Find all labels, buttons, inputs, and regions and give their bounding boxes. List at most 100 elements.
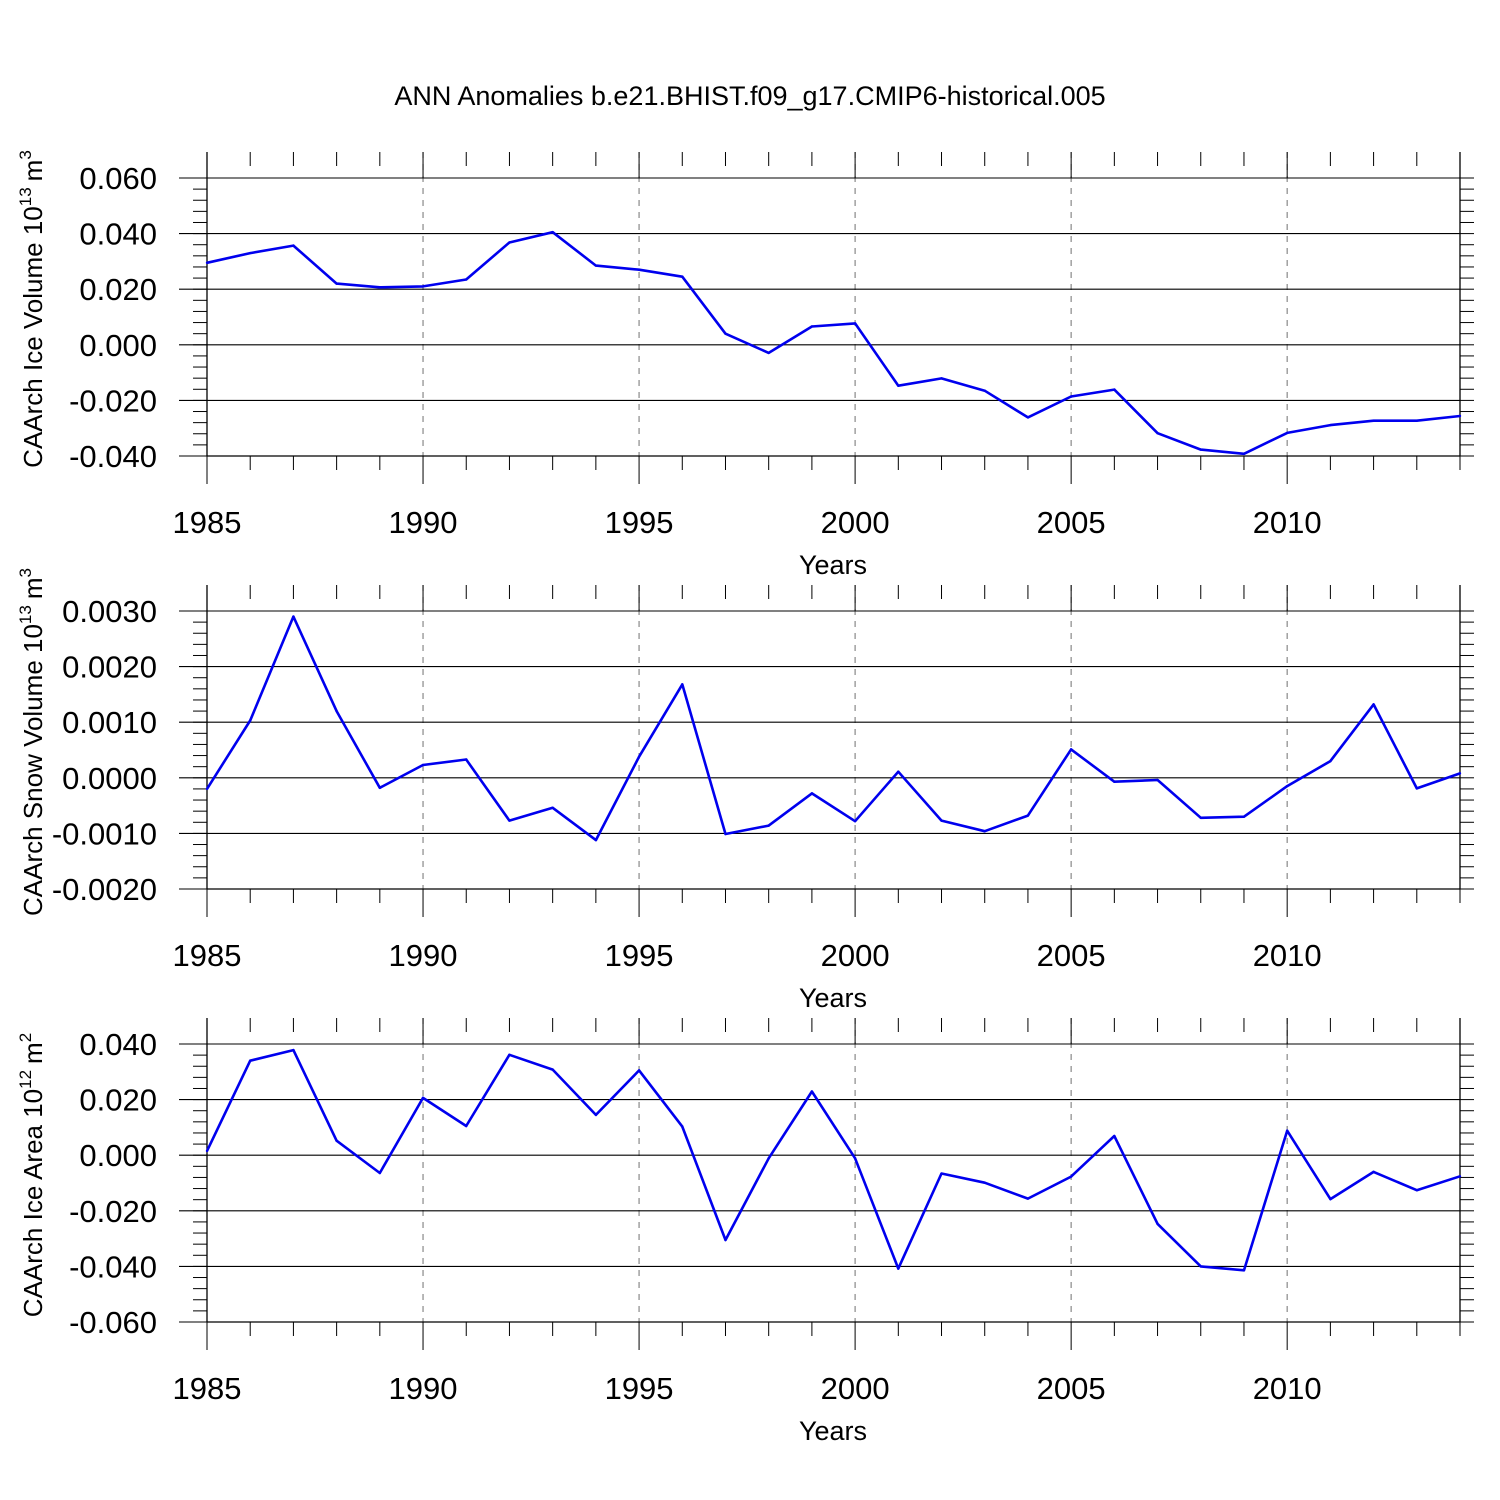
data-point <box>1113 388 1116 391</box>
y-tick-label: -0.040 <box>69 1249 157 1284</box>
data-point <box>205 1149 209 1153</box>
y-tick-label: 0.000 <box>79 1138 157 1173</box>
x-tick-label: 2010 <box>1253 1371 1322 1406</box>
y-tick-label: 0.040 <box>79 1027 157 1062</box>
data-point <box>681 275 684 278</box>
data-point <box>1113 780 1116 783</box>
x-tick-label: 1995 <box>605 938 674 973</box>
data-point <box>1069 748 1073 751</box>
data-point <box>810 1090 814 1093</box>
x-tick-label: 1990 <box>389 1371 458 1406</box>
x-tick-label: 1985 <box>173 1371 242 1406</box>
chart-panel-1: 0.060 0.040 0.020 0.000 -0.020 -0.040 1985 1990… <box>16 150 1474 580</box>
data-point <box>1285 1129 1289 1132</box>
data-point <box>421 285 425 288</box>
data-point <box>983 1181 986 1184</box>
data-point <box>1026 1197 1030 1200</box>
data-point <box>292 615 295 618</box>
x-tick-label: 1985 <box>173 938 242 973</box>
y-axis-title-unit: m <box>18 1042 48 1064</box>
series-line <box>205 1048 1461 1272</box>
data-point <box>940 819 943 822</box>
data-point <box>1242 815 1246 818</box>
data-point <box>1026 416 1030 419</box>
data-point <box>1242 1269 1246 1272</box>
y-axis-title-unit-exponent: 2 <box>16 1033 35 1042</box>
data-point <box>1156 778 1159 782</box>
data-point <box>724 832 727 836</box>
data-point <box>292 244 295 247</box>
y-tick-label: -0.020 <box>69 1194 157 1229</box>
data-point <box>594 1113 598 1117</box>
y-tick-label: 0.020 <box>79 1083 157 1118</box>
y-axis-title-main: CAArch Snow Volume 10 <box>18 624 48 916</box>
data-point <box>1329 423 1332 427</box>
data-point <box>897 384 900 387</box>
x-tick-label: 1990 <box>389 505 458 540</box>
data-point <box>1242 452 1246 455</box>
figure-title: ANN Anomalies b.e21.BHIST.f09_g17.CMIP6-… <box>394 81 1105 111</box>
data-point <box>724 332 727 335</box>
y-axis-title-unit-exponent: 3 <box>16 150 35 159</box>
x-axis-title: Years <box>799 1416 867 1446</box>
data-point <box>249 1059 252 1062</box>
y-tick-label: -0.060 <box>69 1305 157 1340</box>
data-point <box>1415 787 1418 790</box>
data-point <box>594 264 598 267</box>
data-point <box>249 251 252 255</box>
data-point <box>853 322 857 325</box>
data-point <box>205 787 209 791</box>
y-tick-label: 0.0000 <box>62 761 157 796</box>
y-axis-title-unit: m <box>18 577 48 599</box>
data-point <box>1372 419 1375 422</box>
data-point <box>594 838 598 842</box>
data-point <box>1458 772 1462 775</box>
data-point <box>681 683 684 686</box>
data-point <box>1329 1197 1332 1201</box>
x-tick-label: 2005 <box>1037 938 1106 973</box>
y-tick-label: 0.0010 <box>62 705 157 740</box>
x-tick-label: 1990 <box>389 938 458 973</box>
data-point <box>767 351 770 355</box>
data-point <box>983 829 986 833</box>
data-point <box>1458 1175 1462 1178</box>
data-point <box>335 282 338 285</box>
x-tick-label: 2000 <box>821 938 890 973</box>
y-tick-label: 0.060 <box>79 161 157 196</box>
data-point <box>1458 414 1462 418</box>
y-tick-label: -0.0020 <box>52 872 157 907</box>
data-point <box>378 1171 382 1175</box>
y-tick-label: -0.040 <box>69 439 157 474</box>
data-point <box>637 755 641 758</box>
data-point <box>1415 1189 1418 1192</box>
data-point <box>1156 1222 1159 1226</box>
data-point <box>681 1125 684 1128</box>
x-tick-label: 2000 <box>821 505 890 540</box>
y-axis-title-main: CAArch Ice Volume 10 <box>18 206 48 468</box>
data-point <box>1415 419 1418 422</box>
data-point <box>1199 1265 1202 1268</box>
data-point <box>465 758 468 761</box>
data-point <box>637 268 641 271</box>
data-point <box>378 286 382 289</box>
y-axis-title-unit-exponent: 3 <box>16 568 35 577</box>
data-point <box>335 709 338 713</box>
data-point <box>292 1048 295 1052</box>
data-point <box>767 824 770 827</box>
y-axis-title-main: CAArch Ice Area 10 <box>18 1089 48 1317</box>
y-tick-label: 0.020 <box>79 272 157 307</box>
data-point <box>508 819 511 822</box>
data-point <box>421 1096 425 1100</box>
panels: 0.060 0.040 0.020 0.000 -0.020 -0.040 1985 1990… <box>16 150 1474 1446</box>
data-point <box>1069 1175 1073 1178</box>
x-tick-label: 2005 <box>1037 1371 1106 1406</box>
y-tick-label: 0.0020 <box>62 650 157 685</box>
y-axis-title: CAArch Ice Area 1012 m2 <box>16 1033 48 1317</box>
data-point <box>551 231 554 234</box>
data-point <box>551 806 554 810</box>
x-tick-label: 1985 <box>173 505 242 540</box>
y-axis-title-exponent: 13 <box>16 187 35 206</box>
y-tick-label: 0.000 <box>79 328 157 363</box>
y-axis-title-exponent: 13 <box>16 605 35 624</box>
data-point <box>810 792 814 795</box>
